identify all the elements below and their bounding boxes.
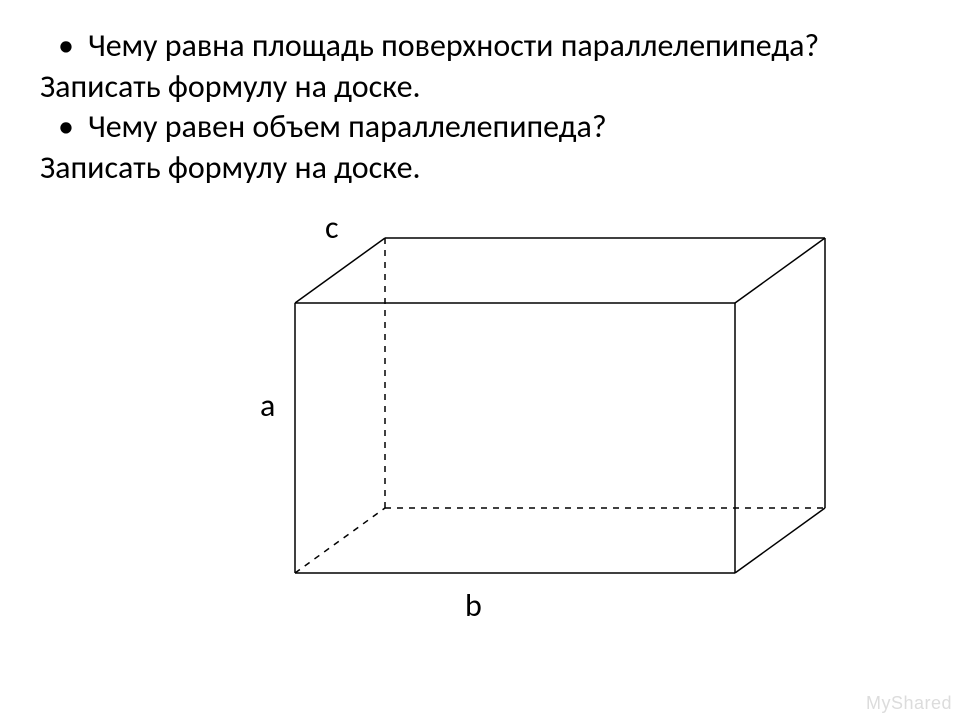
watermark: MyShared [866,693,952,714]
plain-line-1: Записать формулу на доске. [40,67,920,107]
plain-line-2: Записать формулу на доске. [40,148,920,188]
parallelepiped-diagram: c a b [190,208,910,628]
parallelepiped-svg [190,208,910,628]
bullet-item-1: Чему равна площадь поверхности параллеле… [40,28,920,65]
bullet-text-1: Чему равна площадь поверхности параллеле… [88,26,819,65]
label-width-b: b [465,586,482,625]
bullet-item-2: Чему равен объем параллелепипеда? [40,109,920,146]
question-list-2: Чему равен объем параллелепипеда? [40,109,920,146]
label-depth-c: c [325,208,339,247]
slide-content: Чему равна площадь поверхности параллеле… [0,0,960,628]
bullet-text-2: Чему равен объем параллелепипеда? [88,107,607,146]
question-list: Чему равна площадь поверхности параллеле… [40,28,920,65]
label-height-a: a [260,386,275,425]
